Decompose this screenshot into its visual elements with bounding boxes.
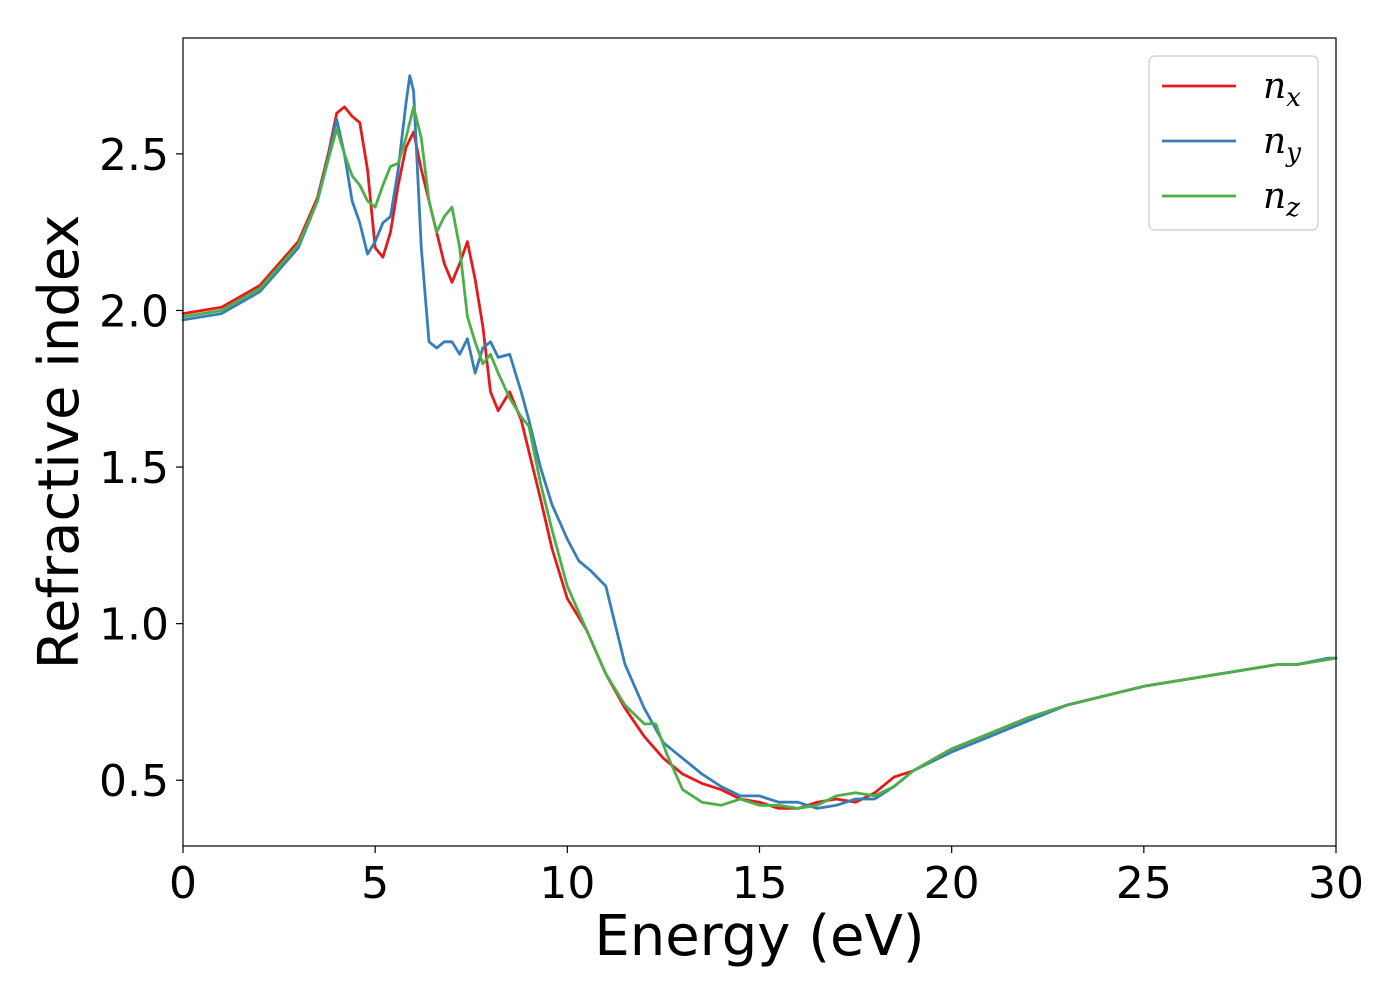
x-tick-label: 20 — [924, 858, 980, 909]
x-tick-label: 0 — [169, 858, 197, 909]
y-tick-label: 2.0 — [99, 286, 169, 337]
x-axis-ticks: 0 5 10 15 20 25 30 — [169, 846, 1364, 909]
x-tick-label: 25 — [1116, 858, 1172, 909]
y-tick-label: 1.5 — [99, 443, 169, 494]
legend-box — [1148, 55, 1319, 231]
legend-label-main: n — [1263, 121, 1286, 162]
y-axis-ticks: 0.5 1.0 1.5 2.0 2.5 — [99, 130, 183, 807]
x-tick-label: 30 — [1308, 858, 1364, 909]
legend-label-subscript: z — [1285, 193, 1300, 223]
legend-label-subscript: x — [1286, 83, 1301, 113]
x-tick-label: 5 — [361, 858, 389, 909]
y-tick-label: 0.5 — [99, 756, 169, 807]
x-tick-label: 10 — [539, 858, 595, 909]
y-tick-label: 2.5 — [99, 130, 169, 181]
y-axis-label: Refractive index — [27, 215, 92, 670]
series-line-nz — [181, 105, 1338, 810]
y-tick-label: 1.0 — [99, 600, 169, 651]
legend-label-main: n — [1263, 66, 1286, 107]
legend-label-nz: nz — [1263, 176, 1300, 223]
legend-label-subscript: y — [1285, 138, 1301, 168]
x-tick-label: 15 — [732, 858, 788, 909]
legend-label-nx: nx — [1263, 66, 1301, 113]
legend-label-ny: ny — [1263, 121, 1301, 168]
series-lines — [181, 74, 1338, 810]
legend-label-main: n — [1263, 176, 1286, 217]
series-line-ny — [181, 74, 1338, 810]
x-axis-label: Energy (eV) — [594, 904, 924, 969]
